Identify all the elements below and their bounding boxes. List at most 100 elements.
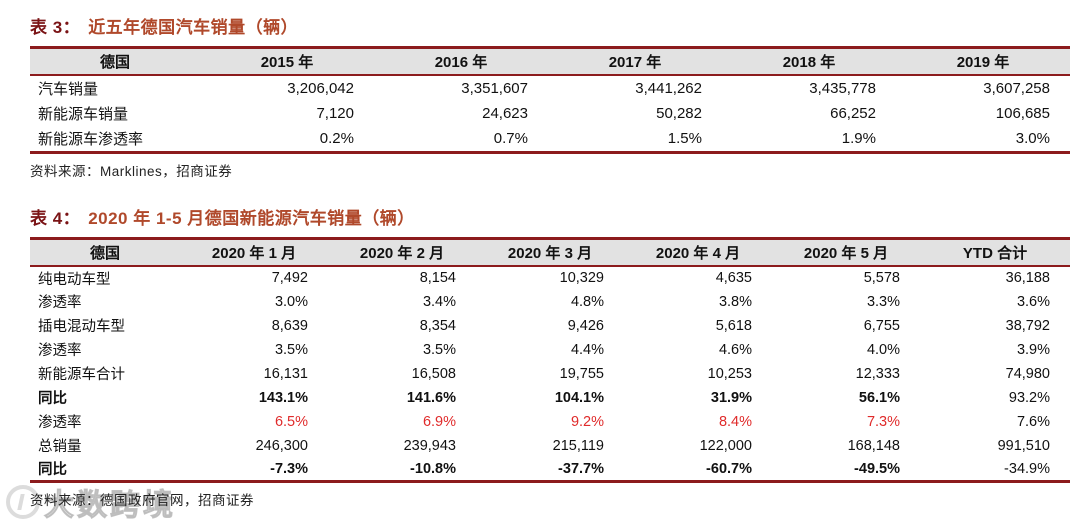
cell: 93.2% [1008, 389, 1050, 406]
table-row: 纯电动车型 7,492 8,154 10,329 4,635 5,578 36,… [30, 266, 1070, 290]
cell: -49.5% [854, 460, 900, 477]
header-cell: 2017 年 [548, 47, 722, 76]
header-cell: 2020 年 5 月 [772, 238, 920, 267]
cell: 7,492 [271, 270, 308, 286]
cell: 3,607,258 [983, 79, 1050, 97]
cell: 19,755 [559, 365, 604, 382]
cell: 31.9% [710, 389, 752, 406]
table-row: 渗透率 6.5% 6.9% 9.2% 8.4% 7.3% 7.6% [30, 410, 1070, 434]
header-cell: 2020 年 4 月 [624, 238, 772, 267]
cell: 56.1% [858, 389, 900, 406]
cell: 1.9% [841, 130, 876, 148]
cell: 7,120 [316, 105, 354, 122]
header-cell: 2018 年 [722, 47, 896, 76]
cell: 10,253 [707, 365, 752, 382]
report-page: 表 3： 近五年德国汽车销量（辆） 德国 2015 年 2016 年 2017 年… [30, 13, 1070, 508]
table-row: 渗透率 3.5% 3.5% 4.4% 4.6% 4.0% 3.9% [30, 338, 1070, 362]
cell: 4.4% [570, 341, 604, 358]
cell: 7.6% [1016, 413, 1050, 430]
cell: 50,282 [656, 105, 702, 122]
table-row: 同比 -7.3% -10.8% -37.7% -60.7% -49.5% -34… [30, 458, 1070, 482]
header-cell: 德国 [30, 238, 180, 267]
cell: 3,435,778 [809, 79, 876, 97]
cell: 141.6% [406, 389, 456, 406]
cell: 10,329 [559, 270, 604, 286]
cell: 16,508 [411, 365, 456, 382]
row-label: 新能源车合计 [38, 367, 125, 383]
cell: 66,252 [830, 105, 876, 122]
cell: 6,755 [863, 317, 900, 334]
cell: 5,618 [715, 317, 752, 334]
table3-section: 表 3： 近五年德国汽车销量（辆） 德国 2015 年 2016 年 2017 年… [30, 13, 1070, 180]
table-row: 新能源车渗透率 0.2% 0.7% 1.5% 1.9% 3.0% [30, 127, 1070, 153]
row-label: 纯电动车型 [38, 271, 111, 288]
cell: 991,510 [997, 437, 1050, 454]
row-label: 渗透率 [38, 343, 82, 359]
cell: 3.4% [422, 293, 456, 310]
cell: 122,000 [699, 437, 752, 454]
cell: 3.5% [422, 341, 456, 358]
row-label: 新能源车销量 [38, 106, 129, 123]
cell: 3.3% [866, 293, 900, 310]
cell: 9,426 [567, 317, 604, 334]
cell: 4,635 [715, 270, 752, 286]
cell: 3.0% [1015, 130, 1050, 148]
header-cell: YTD 合计 [920, 238, 1070, 267]
cell: -7.3% [270, 460, 308, 477]
cell: 246,300 [255, 437, 308, 454]
table-row: 新能源车合计 16,131 16,508 19,755 10,253 12,33… [30, 362, 1070, 386]
cell: 3,206,042 [287, 79, 354, 97]
table-row: 总销量 246,300 239,943 215,119 122,000 168,… [30, 434, 1070, 458]
cell: 8,354 [419, 317, 456, 334]
header-cell: 2015 年 [200, 47, 374, 76]
row-label: 渗透率 [38, 415, 82, 431]
cell: 12,333 [855, 365, 900, 382]
header-cell: 2016 年 [374, 47, 548, 76]
header-cell: 2020 年 2 月 [328, 238, 476, 267]
row-label: 插电混动车型 [38, 319, 125, 335]
cell: 3.6% [1016, 293, 1050, 310]
cell: 3.5% [274, 341, 308, 358]
table4: 德国 2020 年 1 月 2020 年 2 月 2020 年 3 月 2020… [30, 237, 1070, 483]
cell: 239,943 [403, 437, 456, 454]
cell: 16,131 [263, 365, 308, 382]
cell: 0.2% [319, 130, 354, 148]
cell: -60.7% [706, 460, 752, 477]
cell: -37.7% [558, 460, 604, 477]
cell: -10.8% [410, 460, 456, 477]
cell: 104.1% [554, 389, 604, 406]
table4-label: 表 4： [30, 209, 81, 228]
cell: 3,351,607 [461, 79, 528, 97]
cell: 24,623 [482, 105, 528, 122]
cell: 4.6% [718, 341, 752, 358]
cell: 6.9% [422, 413, 456, 430]
header-cell: 2019 年 [896, 47, 1070, 76]
cell: 9.2% [570, 413, 604, 430]
row-label: 同比 [38, 462, 67, 479]
cell: 5,578 [863, 270, 900, 286]
cell: -34.9% [1004, 460, 1050, 477]
cell: 0.7% [493, 130, 528, 148]
cell: 4.8% [570, 293, 604, 310]
cell: 168,148 [847, 437, 900, 454]
table-row: 同比 143.1% 141.6% 104.1% 31.9% 56.1% 93.2… [30, 386, 1070, 410]
table4-title-text: 2020 年 1-5 月德国新能源汽车销量（辆） [88, 209, 415, 228]
table-row: 渗透率 3.0% 3.4% 4.8% 3.8% 3.3% 3.6% [30, 290, 1070, 314]
table4-title: 表 4： 2020 年 1-5 月德国新能源汽车销量（辆） [30, 204, 1070, 229]
header-cell: 2020 年 1 月 [180, 238, 328, 267]
table3-source: 资料来源：Marklines，招商证券 [30, 164, 233, 179]
cell: 6.5% [274, 413, 308, 430]
cell: 1.5% [667, 130, 702, 148]
table-row: 汽车销量 3,206,042 3,351,607 3,441,262 3,435… [30, 75, 1070, 101]
cell: 36,188 [1005, 270, 1050, 286]
cell: 143.1% [258, 389, 308, 406]
cell: 3.9% [1016, 341, 1050, 358]
table-row: 插电混动车型 8,639 8,354 9,426 5,618 6,755 38,… [30, 314, 1070, 338]
table3-header-row: 德国 2015 年 2016 年 2017 年 2018 年 2019 年 [30, 47, 1070, 76]
row-label: 同比 [38, 391, 67, 407]
header-cell: 2020 年 3 月 [476, 238, 624, 267]
cell: 3.8% [718, 293, 752, 310]
table3-title: 表 3： 近五年德国汽车销量（辆） [30, 13, 1070, 38]
cell: 7.3% [866, 413, 900, 430]
row-label: 渗透率 [38, 295, 82, 311]
